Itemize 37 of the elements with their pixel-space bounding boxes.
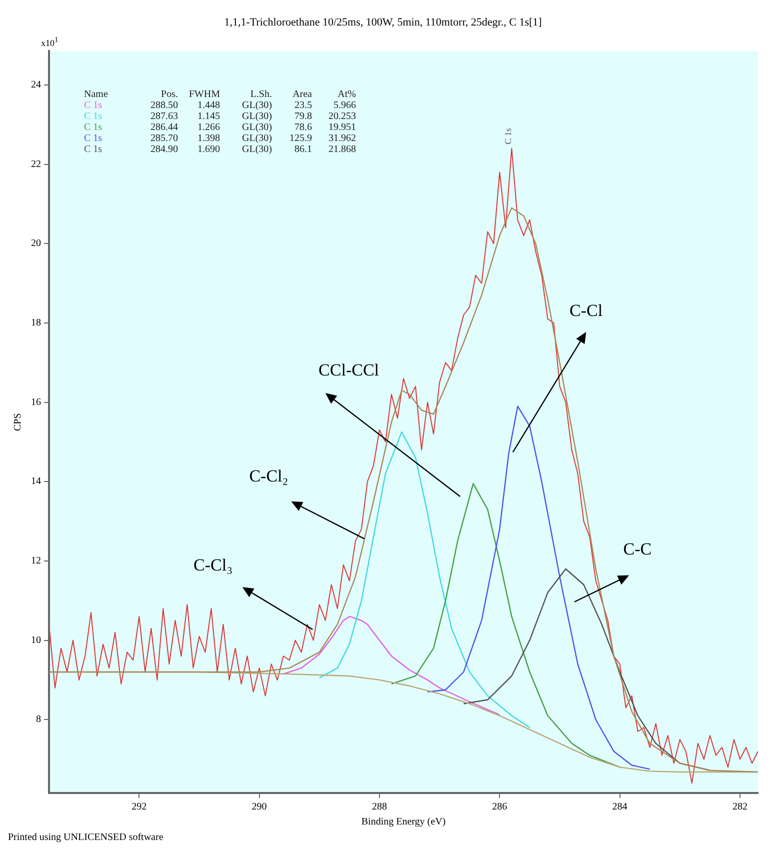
text: C 1s bbox=[84, 122, 104, 134]
y-tick-label: 12 bbox=[31, 556, 41, 567]
y-tick-label: 18 bbox=[31, 318, 41, 329]
y-tick-label: 20 bbox=[31, 238, 41, 250]
y-tick-label: 16 bbox=[31, 396, 41, 408]
y-tick-label: 8 bbox=[36, 714, 41, 726]
chart-title: 1,1,1-Trichloroethane 10/25ms, 100W, 5min, 110mtorr, 25degr., C 1s[1] bbox=[224, 16, 542, 28]
text: 284.90 1.690 GL(30) 86.1 21.868 bbox=[150, 144, 356, 156]
annotation: CCl-CCl bbox=[318, 360, 380, 380]
y-tick-label: 24 bbox=[31, 80, 41, 91]
text: C 1s bbox=[84, 144, 104, 156]
x-axis-title: Binding Energy (eV) bbox=[361, 816, 446, 828]
text: C 1s bbox=[84, 111, 104, 122]
text: 287.63 1.145 GL(30) 79.8 20.253 bbox=[150, 111, 356, 122]
annotation: C-Cl₂ bbox=[249, 466, 288, 486]
text: 286.44 1.266 GL(30) 78.6 19.951 bbox=[150, 122, 356, 134]
text: 285.70 1.398 GL(30) 125.9 31.962 bbox=[150, 133, 356, 144]
y-tick-label: 14 bbox=[31, 476, 41, 488]
x-tick-label: 286 bbox=[492, 802, 508, 813]
y-tick-label: 10 bbox=[31, 634, 41, 646]
x-tick-label: 290 bbox=[252, 802, 267, 813]
x-tick-label: 282 bbox=[732, 802, 748, 813]
y-tick-label: 22 bbox=[31, 158, 41, 170]
x-tick-label: 284 bbox=[612, 802, 628, 813]
annotation: C-Cl bbox=[570, 301, 603, 320]
text: C 1s bbox=[84, 100, 104, 112]
text: Name Pos. FWHM L.Sh. Area At% bbox=[84, 89, 356, 100]
text: C 1s bbox=[84, 133, 104, 144]
text: 288.50 1.448 GL(30) 23.5 5.966 bbox=[150, 100, 356, 112]
annotation: C-C bbox=[623, 540, 652, 559]
annotation: C-Cl₃ bbox=[194, 555, 233, 574]
x-tick-label: 292 bbox=[132, 802, 147, 813]
text: Printed using UNLICENSED software bbox=[8, 832, 164, 843]
annotation: C 1s bbox=[503, 128, 514, 144]
x-tick-label: 288 bbox=[372, 802, 387, 813]
text: x10$^{1}$ bbox=[41, 35, 58, 48]
y-axis-title: CPS bbox=[12, 413, 24, 431]
